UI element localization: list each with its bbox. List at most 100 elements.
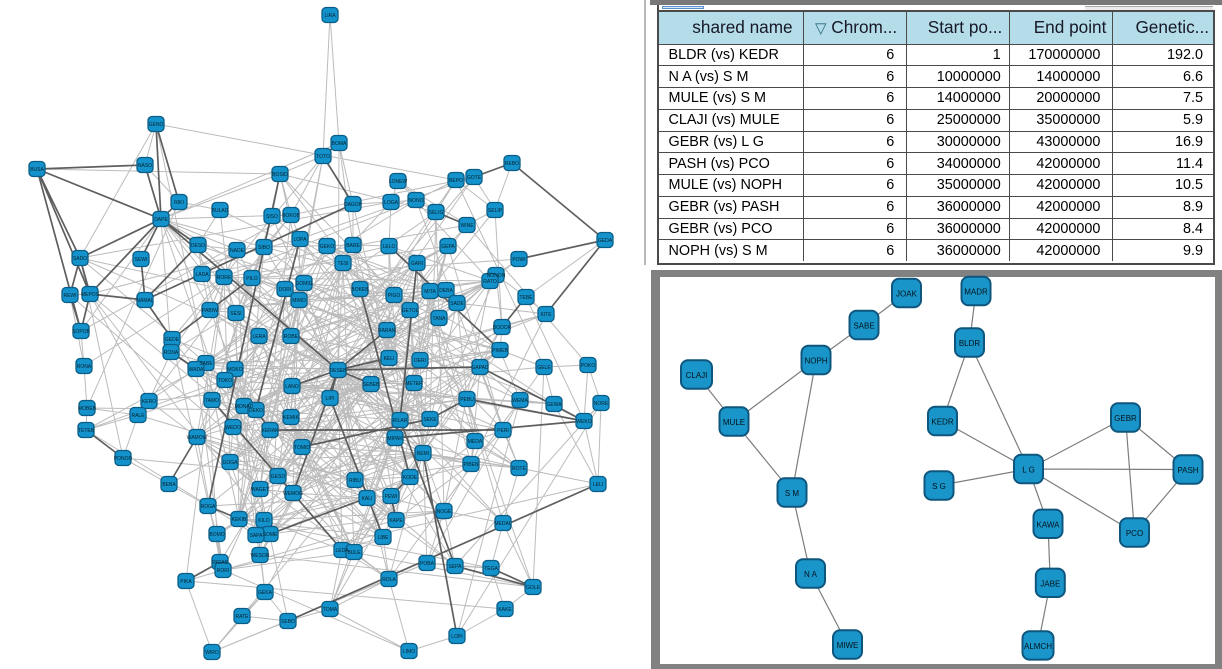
svg-text:PONOD: PONOD (114, 456, 133, 462)
svg-text:NONO: NONO (409, 198, 424, 204)
svg-text:DAGOP: DAGOP (344, 202, 363, 208)
svg-text:SELIG: SELIG (429, 210, 444, 216)
svg-text:L G: L G (1022, 466, 1035, 475)
svg-text:TANA: TANA (433, 316, 447, 322)
svg-text:GEBR: GEBR (1114, 414, 1137, 423)
svg-text:PEBU: PEBU (460, 397, 474, 403)
svg-text:BOMA: BOMA (332, 141, 347, 147)
svg-text:TOTO: TOTO (316, 154, 330, 160)
svg-text:PABIW: PABIW (202, 308, 218, 314)
svg-text:GOGA: GOGA (222, 460, 238, 466)
svg-text:RORE: RORE (217, 275, 232, 281)
svg-text:NASO: NASO (138, 163, 152, 169)
svg-text:PASH: PASH (1177, 466, 1198, 475)
svg-text:NOPH: NOPH (804, 357, 827, 366)
svg-text:RIBU: RIBU (349, 478, 361, 484)
svg-text:WESOR: WESOR (251, 553, 270, 559)
svg-text:LOPI: LOPI (451, 634, 462, 640)
svg-text:SOPOB: SOPOB (72, 329, 90, 335)
svg-text:LERA: LERA (252, 334, 266, 340)
svg-text:DESO: DESO (191, 243, 205, 249)
svg-text:LANO: LANO (285, 384, 299, 390)
svg-text:RONA: RONA (164, 350, 179, 356)
svg-text:RALE: RALE (131, 413, 145, 419)
svg-text:BLDR: BLDR (959, 339, 981, 348)
svg-text:KEMIK: KEMIK (283, 415, 299, 421)
svg-text:ROBE: ROBE (284, 334, 299, 340)
svg-text:LOGA: LOGA (384, 200, 399, 206)
svg-text:WEMOG: WEMOG (283, 491, 303, 497)
svg-text:SEPA: SEPA (449, 564, 463, 570)
svg-text:DEKO: DEKO (249, 408, 263, 414)
svg-text:DODOR: DODOR (493, 325, 512, 331)
svg-text:SEBO: SEBO (281, 619, 295, 625)
svg-text:METER: METER (405, 381, 423, 387)
svg-text:GAPAD: GAPAD (471, 365, 489, 371)
svg-text:RIKI: RIKI (174, 200, 184, 206)
svg-text:BOMO: BOMO (209, 532, 224, 538)
svg-text:POWI: POWI (512, 257, 525, 263)
svg-text:MOKO: MOKO (227, 367, 242, 373)
svg-text:KEDR: KEDR (931, 418, 953, 427)
svg-text:MEDAL: MEDAL (494, 521, 511, 527)
svg-text:RILAR: RILAR (393, 418, 408, 424)
svg-text:BEMI: BEMI (417, 451, 429, 457)
svg-text:PIKA: PIKA (180, 579, 192, 585)
svg-text:NONON: NONON (487, 273, 506, 279)
svg-text:SABE: SABE (853, 322, 874, 331)
svg-text:KAKE: KAKE (498, 607, 512, 613)
svg-text:LIRA: LIRA (324, 13, 336, 19)
svg-text:BARE: BARE (346, 243, 360, 249)
svg-text:MEDA: MEDA (468, 439, 483, 445)
svg-text:RORI: RORI (217, 568, 230, 574)
svg-text:WEKO: WEKO (576, 419, 591, 425)
svg-text:GEKA: GEKA (258, 590, 273, 596)
svg-text:KAPE: KAPE (389, 518, 403, 524)
svg-text:MONAD: MONAD (235, 404, 254, 410)
svg-text:BULAD: BULAD (212, 208, 229, 214)
svg-text:S G: S G (932, 482, 946, 491)
svg-text:DESEB: DESEB (330, 368, 348, 374)
svg-text:GEPA: GEPA (441, 244, 455, 250)
svg-text:WADA: WADA (189, 367, 204, 373)
svg-text:LEDA: LEDA (335, 548, 349, 554)
svg-text:KILO: KILO (258, 518, 270, 524)
svg-text:TOMA: TOMA (323, 607, 338, 613)
svg-text:KEKIB: KEKIB (232, 517, 247, 523)
svg-text:WEDO: WEDO (225, 425, 241, 431)
svg-text:KAWA: KAWA (1037, 520, 1061, 529)
svg-text:GEDE: GEDE (165, 337, 180, 343)
svg-text:BULE: BULE (347, 550, 361, 556)
svg-text:GETOL: GETOL (402, 308, 419, 314)
svg-text:KITE: KITE (540, 312, 552, 318)
svg-text:RONA: RONA (77, 364, 92, 370)
svg-text:KELI: KELI (384, 356, 395, 362)
svg-text:GEKO: GEKO (320, 244, 335, 250)
svg-text:WEMA: WEMA (512, 398, 528, 404)
svg-text:SADE: SADE (450, 301, 464, 307)
svg-text:ROTE: ROTE (512, 466, 527, 472)
svg-text:PEWI: PEWI (385, 494, 398, 500)
svg-text:GOTE: GOTE (467, 175, 482, 181)
svg-text:PILO: PILO (246, 276, 258, 282)
svg-text:LELI: LELI (593, 482, 603, 488)
svg-text:DAPE: DAPE (154, 217, 168, 223)
svg-text:DERI: DERI (414, 358, 426, 364)
svg-text:BEPO: BEPO (449, 178, 463, 184)
svg-text:PCO: PCO (1126, 529, 1143, 538)
svg-text:SISO: SISO (266, 214, 278, 220)
svg-text:CLAJI: CLAJI (686, 371, 708, 380)
svg-text:MIMO: MIMO (292, 298, 306, 304)
svg-text:WAGET: WAGET (251, 487, 269, 493)
svg-text:BUSA: BUSA (30, 167, 44, 173)
svg-text:SAPA: SAPA (250, 533, 264, 539)
svg-text:MEPOS: MEPOS (81, 292, 100, 298)
svg-text:RATE: RATE (236, 614, 250, 620)
svg-text:KERO: KERO (142, 399, 156, 405)
svg-text:BOKOB: BOKOB (282, 213, 300, 219)
svg-text:PIMEB: PIMEB (492, 348, 508, 354)
svg-text:LIPI: LIPI (326, 396, 335, 402)
svg-text:TEBE: TEBE (519, 295, 533, 301)
svg-text:REWI: REWI (63, 293, 76, 299)
svg-text:DORI: DORI (279, 287, 292, 293)
